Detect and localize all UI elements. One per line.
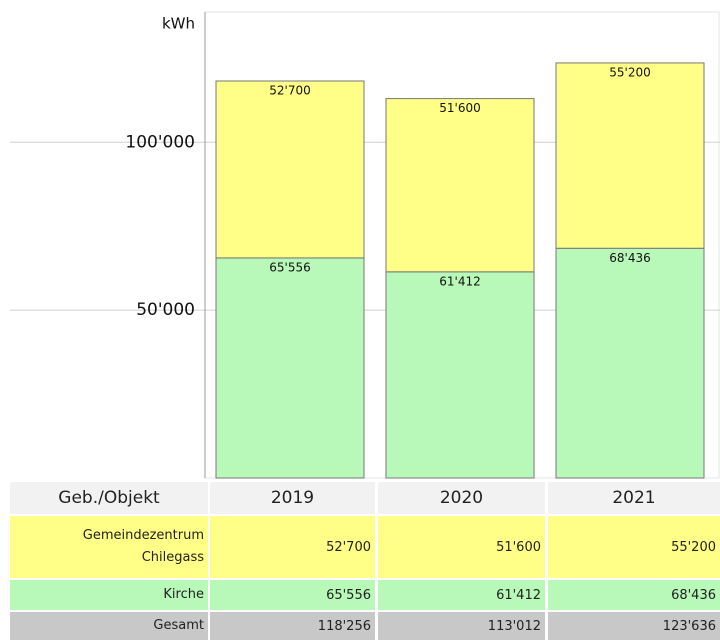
bar-segment [215,257,365,479]
value-label: 65'556 [269,260,310,274]
table-cell: 55'200 [548,516,720,578]
value-label: 52'700 [269,83,310,97]
bar-segment [215,80,365,259]
bar-segment [555,62,705,249]
y-tick-label: 100'000 [125,132,195,152]
value-label: 51'600 [439,101,480,115]
table-header: Geb./Objekt [10,482,208,514]
total-cell: 123'636 [548,612,720,640]
column-header: 2020 [378,482,545,514]
column-header: 2019 [210,482,375,514]
bar-segment [385,271,535,479]
total-cell: 118'256 [210,612,375,640]
row-label: Gemeindezentrum Chilegass [82,528,204,565]
table-cell: 52'700 [210,516,375,578]
table-cell: 65'556 [210,580,375,610]
bar-segment [555,247,705,479]
value-label: 61'412 [439,274,480,288]
row-header: Kirche [10,580,208,610]
row-header: Gesamt [10,612,208,640]
value-label: 55'200 [609,65,650,79]
row-header: Gemeindezentrum Chilegass [10,516,208,578]
table-cell: 51'600 [378,516,545,578]
column-header: 2021 [548,482,720,514]
y-axis-label: kWh [162,15,195,33]
row-label: Kirche [163,587,204,602]
table-cell: 61'412 [378,580,545,610]
total-cell: 113'012 [378,612,545,640]
chart: kWh 50'000 100'000 65'556 52'700 61'412 51'60… [10,11,720,479]
row-label: Gesamt [153,618,204,633]
table-cell: 68'436 [548,580,720,610]
bar-segment [385,98,535,273]
value-label: 68'436 [609,251,650,265]
y-tick-label: 50'000 [136,300,195,320]
